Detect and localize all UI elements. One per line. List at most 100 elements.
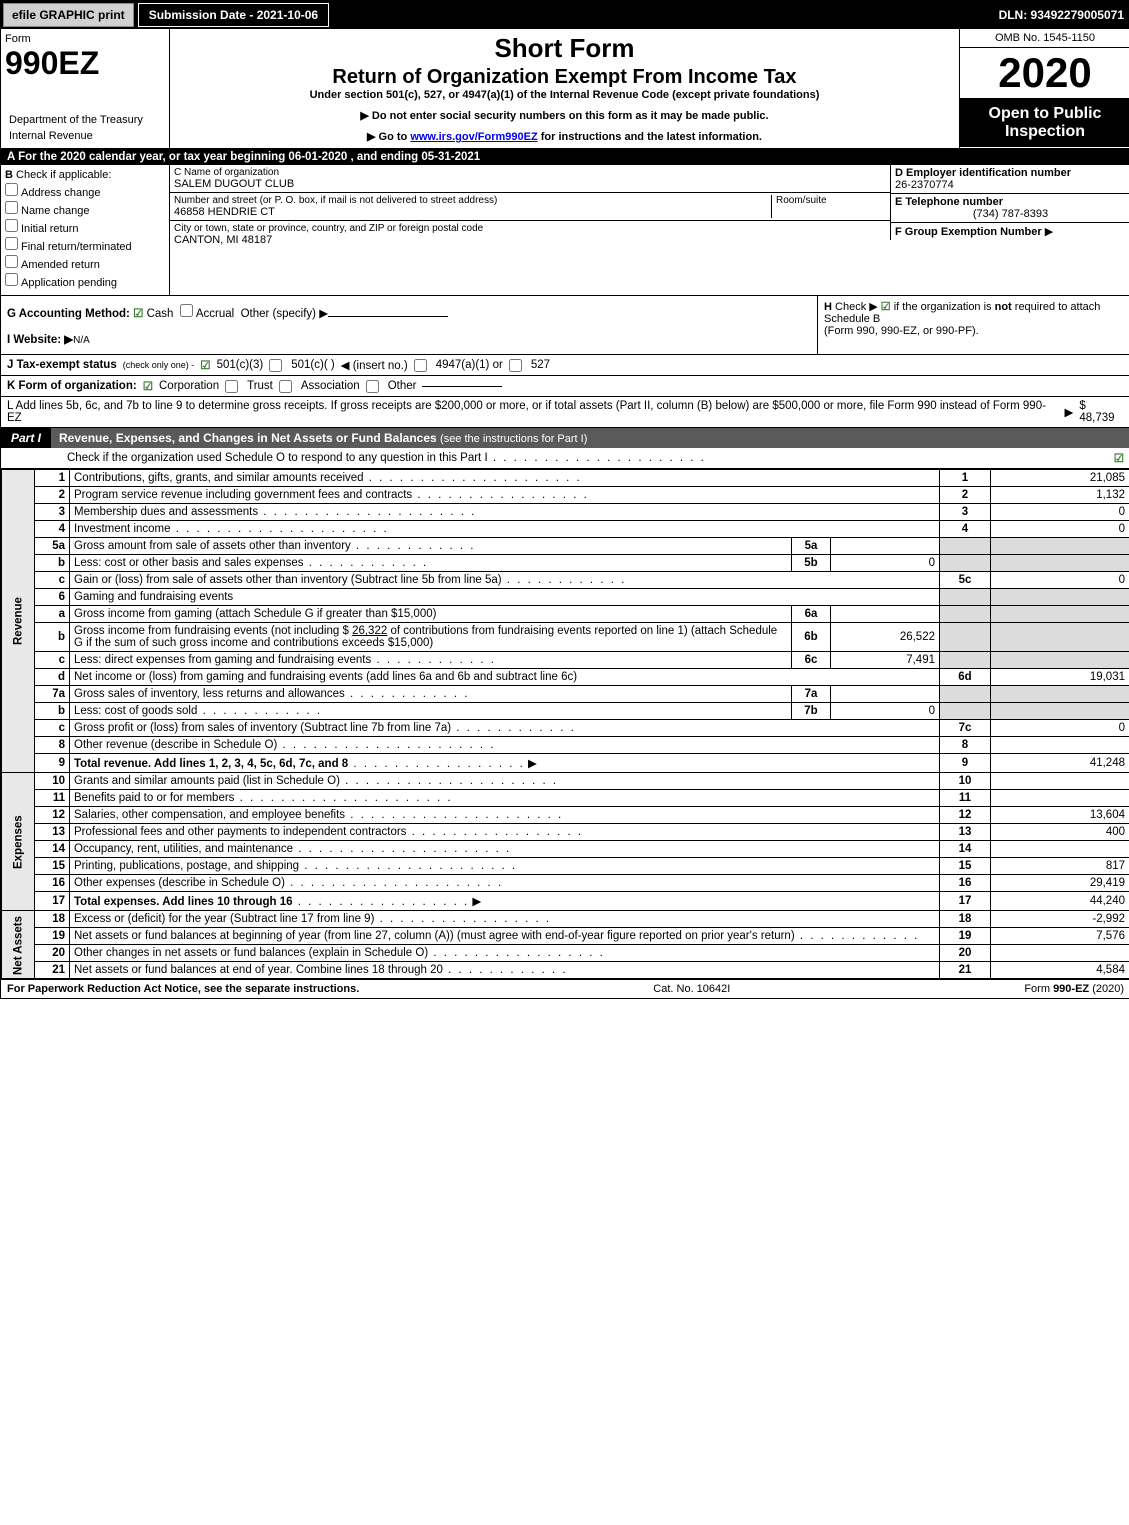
chk-other-org[interactable]: [366, 380, 379, 393]
l14-ref: 14: [940, 841, 991, 858]
part1-subtitle: (see the instructions for Part I): [440, 433, 587, 445]
chk-501c[interactable]: [269, 359, 282, 372]
chk-association[interactable]: [279, 380, 292, 393]
l4-desc: Investment income: [74, 523, 389, 535]
chk-accrual[interactable]: [180, 304, 193, 317]
l7b-mid: 7b: [792, 703, 831, 720]
row-l-text: L Add lines 5b, 6c, and 7b to line 9 to …: [7, 400, 1058, 424]
l6d-val: 19,031: [991, 669, 1129, 686]
department-label: Department of the Treasury: [5, 112, 165, 128]
l7a-mid: 7a: [792, 686, 831, 703]
l19-desc: Net assets or fund balances at beginning…: [74, 930, 919, 942]
501c-option: 501(c)( ): [291, 359, 334, 371]
l5a-desc: Gross amount from sale of assets other t…: [74, 540, 475, 552]
chk-name-change[interactable]: [5, 201, 18, 214]
l17-num: 17: [35, 892, 70, 911]
chk-application-pending[interactable]: [5, 273, 18, 286]
l6a-val-gray: [991, 606, 1129, 623]
irs-label: Internal Revenue: [5, 128, 165, 144]
website-label: I Website: ▶: [7, 334, 73, 346]
check-icon-h: ☑: [881, 301, 891, 313]
l9-num: 9: [35, 754, 70, 773]
l8-ref: 8: [940, 737, 991, 754]
l7c-ref: 7c: [940, 720, 991, 737]
l8-num: 8: [35, 737, 70, 754]
short-form-title: Short Form: [178, 33, 951, 64]
efile-print-button[interactable]: efile GRAPHIC print: [3, 3, 134, 27]
l6b-ref-gray: [940, 623, 991, 652]
l12-val: 13,604: [991, 807, 1129, 824]
l15-num: 15: [35, 858, 70, 875]
l6b-mid: 6b: [792, 623, 831, 652]
chk-final-return[interactable]: [5, 237, 18, 250]
l1-val: 21,085: [991, 470, 1129, 487]
l14-num: 14: [35, 841, 70, 858]
telephone-label: E Telephone number: [895, 196, 1003, 208]
form-of-org-label: K Form of organization:: [7, 380, 137, 392]
lbl-application-pending: Application pending: [21, 277, 117, 289]
chk-initial-return[interactable]: [5, 219, 18, 232]
l6a-num: a: [35, 606, 70, 623]
l7b-val-gray: [991, 703, 1129, 720]
l5a-val-gray: [991, 538, 1129, 555]
l11-num: 11: [35, 790, 70, 807]
l1-desc: Contributions, gifts, grants, and simila…: [74, 472, 582, 484]
lbl-initial-return: Initial return: [21, 223, 78, 235]
l6c-val-gray: [991, 652, 1129, 669]
l9-desc: Total revenue. Add lines 1, 2, 3, 4, 5c,…: [74, 758, 348, 770]
other-org-option: Other: [388, 380, 417, 392]
row-h-text2: if the organization is: [894, 301, 995, 313]
l4-val: 0: [991, 521, 1129, 538]
l11-desc: Benefits paid to or for members: [74, 792, 453, 804]
form-word: Form: [5, 33, 165, 45]
top-bar: efile GRAPHIC print Submission Date - 20…: [1, 1, 1129, 29]
check-icon-k: ☑: [143, 379, 153, 393]
l7c-desc: Gross profit or (loss) from sales of inv…: [74, 722, 576, 734]
l2-num: 2: [35, 487, 70, 504]
irs-link[interactable]: www.irs.gov/Form990EZ: [410, 131, 537, 143]
under-section-text: Under section 501(c), 527, or 4947(a)(1)…: [178, 89, 951, 101]
l12-ref: 12: [940, 807, 991, 824]
chk-4947[interactable]: [414, 359, 427, 372]
l7a-val-gray: [991, 686, 1129, 703]
l10-ref: 10: [940, 773, 991, 790]
l6a-mid: 6a: [792, 606, 831, 623]
open-to-public: Open to Public Inspection: [960, 99, 1129, 147]
page-footer: For Paperwork Reduction Act Notice, see …: [1, 979, 1129, 998]
part1-check-row: Check if the organization used Schedule …: [1, 448, 1129, 469]
other-org-input[interactable]: [422, 386, 502, 387]
l19-num: 19: [35, 928, 70, 945]
l6-val-gray: [991, 589, 1129, 606]
chk-address-change[interactable]: [5, 183, 18, 196]
chk-527[interactable]: [509, 359, 522, 372]
check-icon-j: ☑: [200, 358, 210, 372]
check-only-one: (check only one) -: [123, 360, 195, 370]
l6b-val-gray: [991, 623, 1129, 652]
row-j: J Tax-exempt status (check only one) - ☑…: [1, 355, 1129, 376]
l18-val: -2,992: [991, 911, 1129, 928]
chk-amended-return[interactable]: [5, 255, 18, 268]
chk-trust[interactable]: [225, 380, 238, 393]
lbl-final-return: Final return/terminated: [21, 241, 132, 253]
other-specify-input[interactable]: [328, 316, 448, 317]
l5b-ref-gray: [940, 555, 991, 572]
accounting-method-label: G Accounting Method:: [7, 308, 130, 320]
l8-desc: Other revenue (describe in Schedule O): [74, 739, 495, 751]
gross-receipts-value: $ 48,739: [1079, 400, 1124, 424]
l5a-midval: [831, 538, 940, 555]
l7a-ref-gray: [940, 686, 991, 703]
l16-num: 16: [35, 875, 70, 892]
no-ssn-warning: ▶ Do not enter social security numbers o…: [178, 109, 951, 122]
l6c-mid: 6c: [792, 652, 831, 669]
l7c-val: 0: [991, 720, 1129, 737]
501c3-option: 501(c)(3): [217, 359, 264, 371]
l6-ref-gray: [940, 589, 991, 606]
l6a-midval: [831, 606, 940, 623]
l13-desc: Professional fees and other payments to …: [74, 826, 583, 838]
l13-val: 400: [991, 824, 1129, 841]
l7b-ref-gray: [940, 703, 991, 720]
l6b-midval: 26,522: [831, 623, 940, 652]
l17-val: 44,240: [991, 892, 1129, 911]
l15-val: 817: [991, 858, 1129, 875]
l20-desc: Other changes in net assets or fund bala…: [74, 947, 605, 959]
